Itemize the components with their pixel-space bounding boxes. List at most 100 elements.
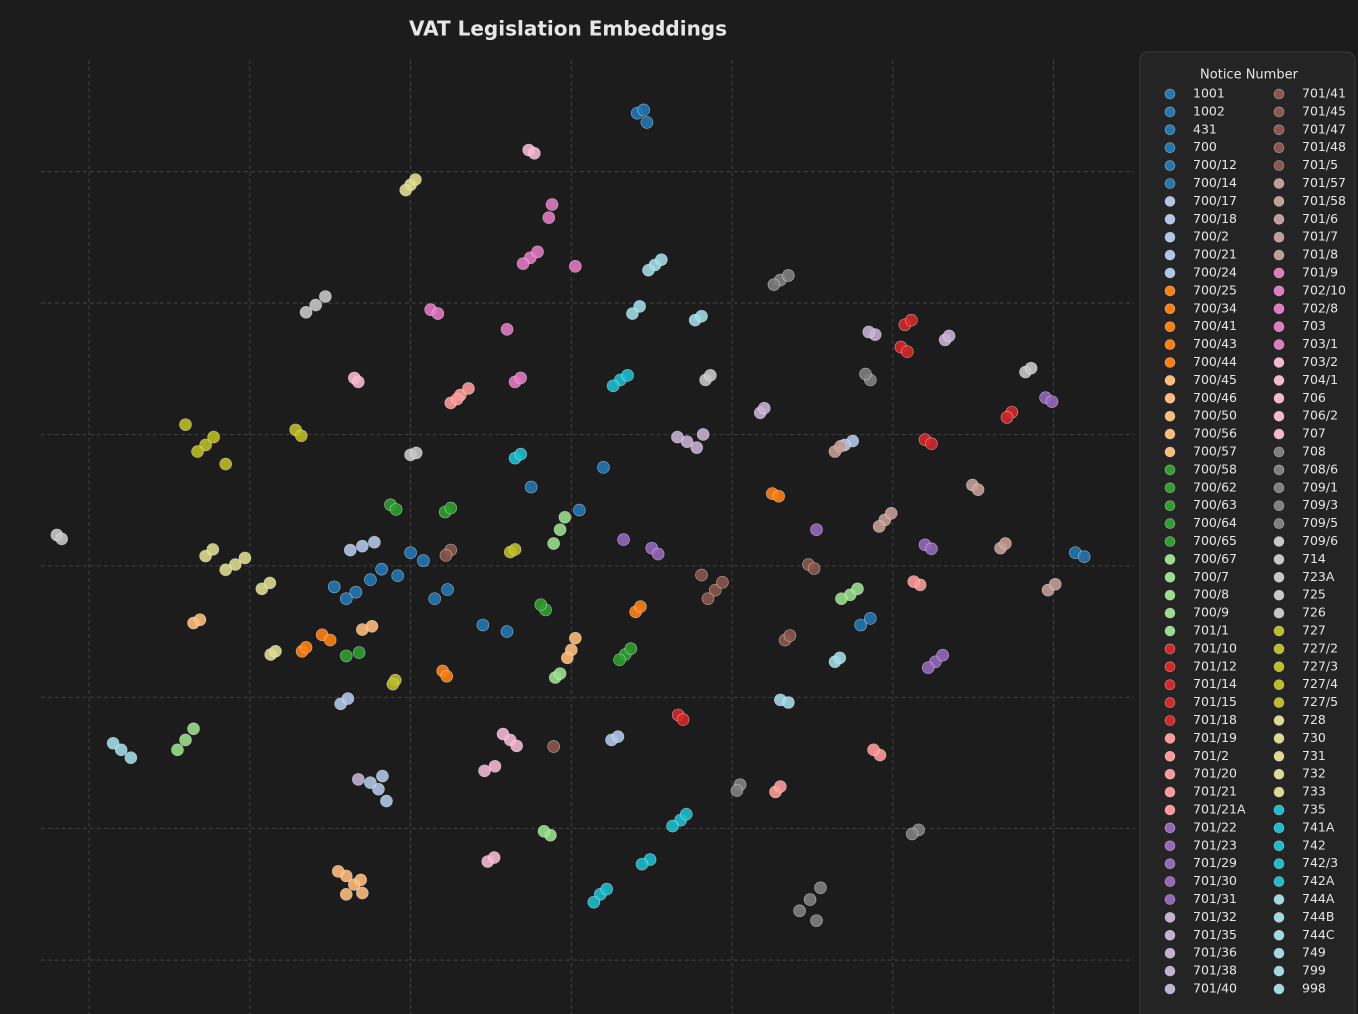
- point: [1077, 550, 1091, 563]
- legend-label: 742A: [1302, 873, 1335, 888]
- legend-marker: [1164, 983, 1176, 995]
- point: [531, 245, 544, 259]
- point: [1045, 395, 1059, 408]
- point: [238, 551, 252, 565]
- legend-label: 701/41: [1302, 86, 1346, 101]
- legend-marker: [1273, 124, 1285, 136]
- point: [547, 537, 560, 550]
- point: [695, 309, 708, 323]
- point: [339, 888, 353, 901]
- point: [651, 547, 665, 561]
- legend-marker: [1164, 625, 1176, 637]
- point: [851, 582, 864, 596]
- legend-marker: [1164, 88, 1176, 100]
- point: [547, 740, 560, 753]
- legend-marker: [1273, 697, 1285, 708]
- point: [339, 592, 353, 606]
- legend-marker: [1164, 464, 1176, 476]
- legend-marker: [1164, 697, 1176, 708]
- point: [597, 461, 610, 474]
- point: [331, 865, 345, 878]
- point: [339, 649, 353, 663]
- legend-marker: [1164, 214, 1176, 225]
- legend-label: 744C: [1302, 927, 1335, 942]
- legend-label: 701/8: [1302, 247, 1338, 262]
- legend-label: 732: [1302, 766, 1326, 781]
- legend-label: 700/14: [1193, 175, 1237, 190]
- legend-label: 701/9: [1302, 265, 1338, 280]
- legend-label: 708: [1302, 444, 1326, 459]
- legend-marker: [1164, 303, 1176, 315]
- legend-marker: [1164, 500, 1176, 512]
- points: [50, 103, 1091, 927]
- point: [558, 510, 572, 524]
- legend-label: 701/58: [1302, 193, 1346, 208]
- legend-label: 701/30: [1193, 873, 1237, 888]
- point: [508, 543, 522, 556]
- legend-label: 726: [1302, 605, 1326, 620]
- legend-label: 701/20: [1193, 766, 1237, 781]
- point: [375, 562, 388, 576]
- point: [884, 507, 898, 520]
- point: [782, 269, 795, 282]
- legend-marker: [1164, 768, 1176, 780]
- point: [814, 881, 827, 895]
- legend-marker: [1273, 894, 1285, 905]
- point: [635, 857, 649, 871]
- point: [783, 629, 797, 642]
- point: [171, 743, 184, 757]
- legend-marker: [1164, 160, 1176, 171]
- point: [500, 323, 514, 336]
- point: [229, 558, 242, 571]
- legend-label: 741A: [1302, 819, 1335, 834]
- point: [834, 439, 847, 453]
- point: [391, 569, 404, 583]
- legend-label: 701/15: [1193, 694, 1237, 709]
- point: [327, 580, 341, 594]
- legend-label: 702/10: [1302, 282, 1346, 297]
- legend-marker: [1164, 142, 1176, 153]
- point: [496, 727, 510, 741]
- legend-marker: [1273, 768, 1285, 780]
- legend-marker: [1164, 518, 1176, 529]
- legend-marker: [1273, 983, 1285, 995]
- legend-label: 700/45: [1193, 372, 1237, 387]
- legend-label: 727/2: [1302, 640, 1338, 655]
- point: [444, 501, 458, 515]
- legend-label: 700/62: [1193, 479, 1237, 494]
- legend-marker: [1273, 876, 1285, 887]
- legend-label: 700/21: [1193, 247, 1237, 262]
- legend-marker: [1164, 231, 1176, 243]
- legend-label: 701/18: [1193, 712, 1237, 727]
- legend-label: 700/8: [1193, 587, 1229, 602]
- legend-label: 709/1: [1302, 479, 1338, 494]
- point: [767, 278, 781, 291]
- point: [409, 446, 423, 460]
- legend-label: 728: [1302, 712, 1326, 727]
- point: [206, 543, 220, 556]
- legend-marker: [1164, 750, 1176, 762]
- legend-marker: [1164, 571, 1176, 583]
- legend-label: 703/2: [1302, 354, 1338, 369]
- legend-label: 701/36: [1193, 945, 1237, 960]
- point: [925, 542, 938, 556]
- point: [431, 307, 445, 320]
- legend-label: 742/3: [1302, 855, 1338, 870]
- point: [352, 375, 365, 389]
- legend-marker: [1273, 88, 1285, 100]
- legend-label: 700/64: [1193, 515, 1237, 530]
- point: [613, 653, 626, 667]
- point: [528, 146, 541, 160]
- legend-marker: [1164, 589, 1176, 601]
- point: [617, 533, 630, 546]
- legend-marker: [1164, 285, 1176, 297]
- point: [810, 523, 823, 537]
- point: [514, 371, 527, 385]
- legend-label: 700/57: [1193, 444, 1237, 459]
- point: [386, 677, 400, 691]
- point: [341, 692, 355, 705]
- legend-marker: [1273, 661, 1285, 673]
- point: [319, 290, 332, 303]
